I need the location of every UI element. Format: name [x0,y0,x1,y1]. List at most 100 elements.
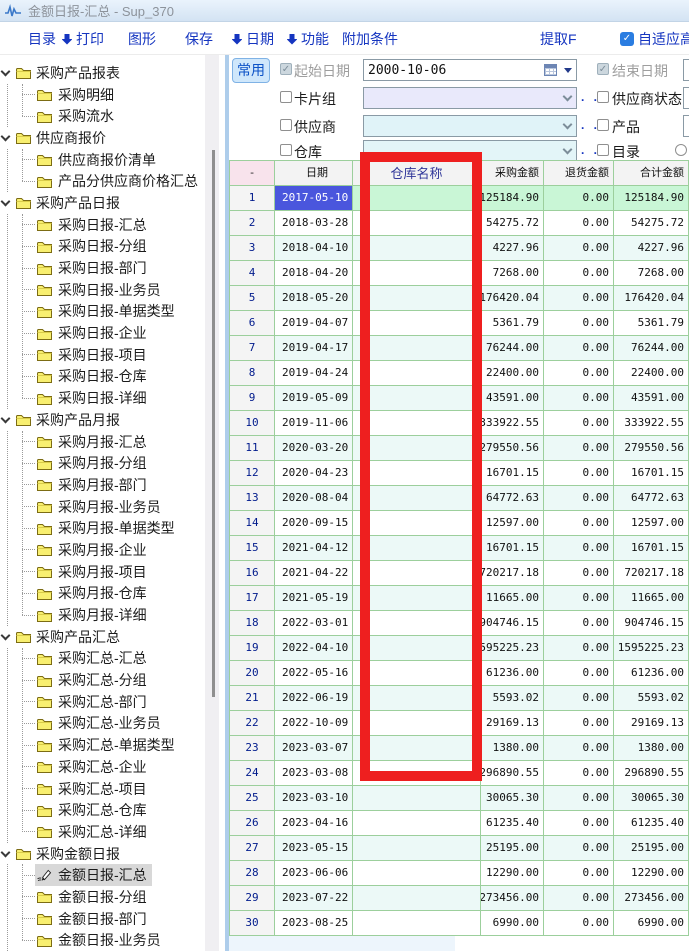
sidebar-item[interactable]: 采购日报-项目 [0,344,205,366]
column-header-0[interactable]: - [229,160,275,186]
sidebar-item[interactable]: 采购日报-业务员 [0,279,205,301]
tree-item-label: 采购汇总-业务员 [58,715,161,732]
table-cell: 0.00 [544,611,614,636]
sidebar-item[interactable]: 采购汇总-分组 [0,669,205,691]
table-cell: 0.00 [544,711,614,736]
tree-root-item[interactable]: 采购产品月报 [0,409,205,431]
sidebar-item[interactable]: 金额日报-部门 [0,908,205,930]
sidebar-item[interactable]: 采购月报-项目 [0,561,205,583]
sidebar-item[interactable]: 采购月报-部门 [0,474,205,496]
filter-checkbox[interactable] [280,119,292,131]
column-header-3[interactable]: 采购金额 [481,160,544,186]
sidebar-item[interactable]: 采购日报-仓库 [0,366,205,388]
tree-children: 采购汇总-汇总 采购汇总-分组 采购汇总-部门采购汇总-业务员采购汇总-单据类型 采购… [0,647,205,843]
sidebar-item[interactable]: 采购汇总-部门 [0,691,205,713]
filter-checkbox[interactable] [597,144,609,156]
folder-icon [37,762,52,774]
filter-dropdown[interactable] [363,87,577,109]
filter-checkbox[interactable] [597,91,609,103]
sidebar-item[interactable]: 采购日报-汇总 [0,214,205,236]
start-date-input[interactable]: 2000-10-06 [363,59,577,81]
menu-item-7[interactable]: 附加条件 [342,29,398,49]
menu-item-9[interactable]: ✓ 自适应高 [620,29,689,49]
radio-checkbox[interactable] [675,144,687,156]
menu-item-4[interactable]: 保存 [185,29,213,49]
folder-icon [37,697,52,709]
sidebar-item[interactable]: 供应商报价清单 [0,149,205,171]
sidebar-item[interactable]: 采购月报-详细 [0,604,205,626]
menu-item-8[interactable]: 提取F [540,29,577,49]
tree-scrollbar-thumb[interactable] [212,150,215,697]
chevron-down-icon[interactable] [0,131,11,142]
filter-checkbox[interactable] [280,91,292,103]
clipped-input[interactable] [683,87,689,109]
sidebar-item[interactable]: 采购汇总-汇总 [0,648,205,670]
sidebar-item[interactable]: 采购月报-仓库 [0,583,205,605]
filter-checkbox[interactable]: ✓ [597,63,609,75]
tree-root-item[interactable]: 采购金额日报 [0,843,205,865]
folder-icon [37,805,52,817]
sidebar-item[interactable]: 采购汇总-详细 [0,821,205,843]
folder-icon [37,393,52,405]
column-header-4[interactable]: 退货金额 [544,160,614,186]
sidebar-item[interactable]: 采购汇总-仓库 [0,799,205,821]
chevron-down-icon[interactable] [0,66,11,77]
sidebar-item[interactable]: 采购日报-单据类型 [0,301,205,323]
menu-item-6[interactable]: 功能 [287,29,329,49]
sidebar-item[interactable]: 采购汇总-业务员 [0,713,205,735]
sidebar-item[interactable]: 采购日报-企业 [0,322,205,344]
clipped-input[interactable] [683,59,689,81]
tree-connector [22,592,35,594]
sidebar-item[interactable]: 采购月报-分组 [0,452,205,474]
filter-checkbox[interactable] [280,144,292,156]
sidebar-item[interactable]: 采购日报-部门 [0,257,205,279]
tree-splitter[interactable] [205,55,219,951]
sidebar-item[interactable]: 产品分供应商价格汇总 [0,170,205,192]
clipped-input[interactable] [683,115,689,137]
table-cell: 20 [229,661,275,686]
sidebar-item[interactable]: 采购日报-详细 [0,387,205,409]
chevron-down-icon[interactable] [0,196,11,207]
sidebar-item[interactable]: 采购流水 [0,105,205,127]
menu-item-1[interactable]: 目录 [28,29,56,49]
sidebar-item[interactable]: 采购汇总-企业 [0,756,205,778]
tree-root-item[interactable]: 采购产品报表 [0,62,205,84]
folder-icon [37,610,52,622]
menu-item-5[interactable]: 日期 [232,29,274,49]
checkbox-checked-icon[interactable]: ✓ [620,32,634,46]
folder-icon [16,632,31,644]
sidebar-item-selected[interactable]: 金额日报-汇总 [0,864,205,887]
sidebar-item[interactable]: 采购月报-企业 [0,539,205,561]
chevron-down-icon[interactable] [0,630,11,641]
table-cell [353,736,481,761]
menu-item-2[interactable]: 打印 [62,29,104,49]
calendar-icon[interactable] [544,64,557,76]
sidebar-item[interactable]: 采购汇总-单据类型 [0,734,205,756]
column-header-5[interactable]: 合计金额 [614,160,689,186]
column-header-2[interactable]: 仓库名称 [353,160,481,186]
tree-root-item[interactable]: 供应商报价 [0,127,205,149]
filter-dropdown[interactable] [363,140,577,162]
tree-root-item[interactable]: 采购产品日报 [0,192,205,214]
tree-root-item[interactable]: 采购产品汇总 [0,626,205,648]
chevron-down-icon[interactable] [0,847,11,858]
filter-checkbox[interactable] [597,119,609,131]
common-filter-button[interactable]: 常用 [232,58,270,83]
sidebar-item[interactable]: 采购汇总-项目 [0,778,205,800]
sidebar-item[interactable]: 采购明细 [0,84,205,106]
filter-dropdown[interactable] [363,115,577,137]
table-cell [353,511,481,536]
filter-checkbox[interactable]: ✓ [280,63,292,75]
sidebar-item[interactable]: 采购月报-汇总 [0,431,205,453]
sidebar-item[interactable]: 采购月报-业务员 [0,496,205,518]
table-cell [353,361,481,386]
sidebar-item[interactable]: 金额日报-业务员 [0,930,205,951]
sidebar-item[interactable]: 采购月报-单据类型 [0,517,205,539]
column-header-1[interactable]: 日期 [275,160,353,186]
dropdown-arrow-icon[interactable] [564,67,572,73]
menu-item-3[interactable]: 图形 [128,29,156,49]
table-cell: 25 [229,786,275,811]
sidebar-item[interactable]: 采购日报-分组 [0,236,205,258]
chevron-down-icon[interactable] [0,413,11,424]
sidebar-item[interactable]: 金额日报-分组 [0,886,205,908]
